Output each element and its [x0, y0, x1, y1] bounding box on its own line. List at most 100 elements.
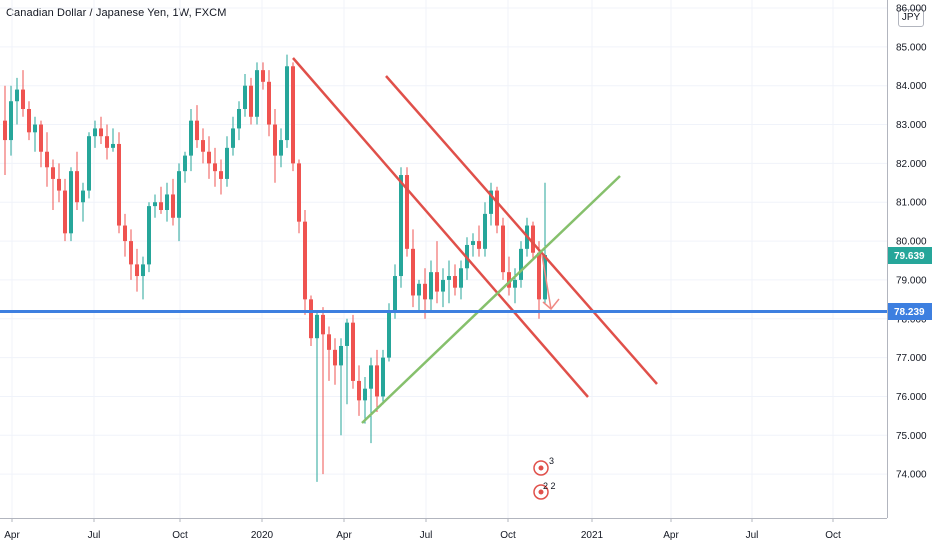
candle — [39, 120, 43, 168]
candle — [171, 178, 175, 226]
candle — [339, 338, 343, 436]
candle — [147, 202, 151, 273]
x-tick-label: Jul — [88, 530, 101, 541]
candle — [333, 338, 337, 385]
candle — [153, 194, 157, 218]
channel-upper-line[interactable] — [292, 57, 589, 398]
candle — [177, 163, 181, 242]
candle — [219, 159, 223, 195]
candles — [3, 54, 547, 482]
candle — [495, 186, 499, 234]
candle — [105, 124, 109, 160]
candle — [45, 132, 49, 187]
y-tick-label: 84.000 — [896, 81, 927, 92]
y-tick-label: 81.000 — [896, 198, 927, 209]
candle — [447, 260, 451, 304]
y-axis-ticks: 74.00075.00076.00077.00078.00079.00080.0… — [896, 4, 927, 481]
event-icon[interactable] — [533, 484, 549, 500]
y-tick-label: 85.000 — [896, 42, 927, 53]
x-tick-label: Oct — [825, 530, 841, 541]
candle — [195, 105, 199, 148]
candle — [429, 260, 433, 311]
y-tick-label: 76.000 — [896, 392, 927, 403]
candle — [405, 167, 409, 257]
candle — [123, 213, 127, 257]
candle — [207, 136, 211, 179]
candle — [459, 260, 463, 300]
y-tick-label: 83.000 — [896, 120, 927, 131]
candle — [255, 62, 259, 125]
candle — [321, 307, 325, 475]
x-tick-label: 2020 — [251, 530, 274, 541]
candle — [279, 128, 283, 168]
candle — [381, 349, 385, 405]
last-price-tag — [888, 247, 932, 264]
candle — [129, 229, 133, 280]
candle — [489, 182, 493, 226]
channel-lower-line[interactable] — [385, 75, 658, 385]
candle — [87, 132, 91, 199]
candle — [375, 349, 379, 412]
x-tick-label: Jul — [746, 530, 759, 541]
candle — [519, 241, 523, 288]
x-tick-label: Apr — [4, 530, 20, 541]
candle — [363, 377, 367, 424]
y-tick-label: 77.000 — [896, 353, 927, 364]
support-trend-line[interactable] — [361, 175, 621, 424]
candle — [273, 109, 277, 183]
candle — [261, 62, 265, 90]
projection-arrow[interactable] — [541, 254, 560, 311]
candle — [303, 210, 307, 315]
x-tick-label: 2021 — [581, 530, 604, 541]
candle — [393, 264, 397, 319]
x-tick-label: Apr — [663, 530, 679, 541]
level-price-tag — [888, 303, 932, 320]
candle — [453, 264, 457, 296]
x-axis-ticks: Apr Jul Oct 2020 Apr Jul Oct 2021 Apr Jul Oct — [4, 518, 841, 541]
currency-badge[interactable]: JPY — [898, 9, 924, 27]
candle — [315, 311, 319, 482]
candle — [33, 116, 37, 152]
candle — [231, 116, 235, 156]
candle — [51, 159, 55, 210]
candle — [183, 151, 187, 183]
candle — [225, 136, 229, 187]
candle — [159, 186, 163, 214]
candle — [399, 167, 403, 288]
candle — [99, 116, 103, 144]
chart-title: Canadian Dollar / Japanese Yen, 1W, FXCM — [6, 7, 227, 19]
grid — [0, 0, 887, 518]
candle — [345, 318, 349, 405]
last-price-label: 79.639 — [894, 251, 925, 262]
event-count-top: 3 — [549, 456, 554, 466]
candle — [93, 120, 97, 148]
events-marker[interactable]: 3 2 2 — [531, 455, 561, 505]
candle — [291, 62, 295, 172]
candle — [165, 182, 169, 222]
y-tick-label: 75.000 — [896, 431, 927, 442]
level-price-label: 78.239 — [894, 307, 925, 318]
candle — [411, 229, 415, 308]
candle — [249, 77, 253, 125]
candle — [531, 221, 535, 261]
y-tick-label: 82.000 — [896, 159, 927, 170]
candle — [513, 268, 517, 304]
candle — [237, 101, 241, 141]
x-tick-label: Oct — [172, 530, 188, 541]
event-count-bottom: 2 2 — [543, 481, 556, 491]
candle — [201, 128, 205, 164]
candle — [441, 268, 445, 308]
candle — [477, 225, 481, 257]
candle — [15, 77, 19, 125]
event-icon[interactable] — [533, 460, 549, 476]
candle — [141, 256, 145, 300]
candle — [243, 74, 247, 117]
x-tick-label: Apr — [336, 530, 352, 541]
y-tick-label: 80.000 — [896, 237, 927, 248]
y-tick-label: 86.000 — [896, 4, 927, 15]
candle — [483, 202, 487, 257]
candle — [135, 248, 139, 292]
y-tick-label: 74.000 — [896, 470, 927, 481]
axes — [0, 0, 888, 519]
